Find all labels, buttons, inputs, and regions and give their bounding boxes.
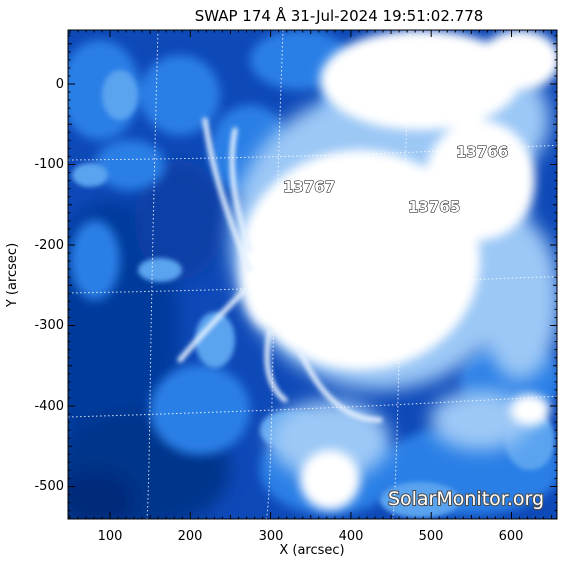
y-tick-label: 0 (56, 77, 64, 92)
region-label: 13766 (456, 143, 508, 161)
solar-image (68, 30, 557, 519)
plot-frame (67, 29, 558, 520)
x-tick-labels: 100 200 300 400 500 600 (98, 529, 524, 544)
x-tick-label: 200 (178, 529, 203, 544)
watermark-text: SolarMonitor.org (388, 488, 544, 510)
axis-ticks (68, 30, 557, 520)
x-tick-label: 400 (339, 529, 364, 544)
x-tick-label: 100 (98, 529, 123, 544)
region-labels: 13766 13767 13765 (283, 143, 509, 217)
x-tick-label: 300 (259, 529, 284, 544)
coordinate-grid (68, 30, 557, 519)
region-label: 13767 (283, 178, 335, 196)
y-tick-label: -300 (34, 318, 64, 333)
y-tick-labels: 0 -100 -200 -300 -400 -500 (34, 77, 64, 494)
region-label: 13765 (408, 198, 460, 216)
y-tick-label: -500 (34, 479, 64, 494)
y-tick-label: -400 (34, 399, 64, 414)
chart-title: SWAP 174 Å 31-Jul-2024 19:51:02.778 (195, 6, 484, 25)
y-axis-label: Y (arcsec) (5, 243, 20, 308)
x-axis-label: X (arcsec) (279, 543, 344, 558)
y-tick-label: -200 (34, 238, 64, 253)
y-tick-label: -100 (34, 157, 64, 172)
x-tick-label: 500 (419, 529, 444, 544)
x-tick-label: 600 (499, 529, 524, 544)
